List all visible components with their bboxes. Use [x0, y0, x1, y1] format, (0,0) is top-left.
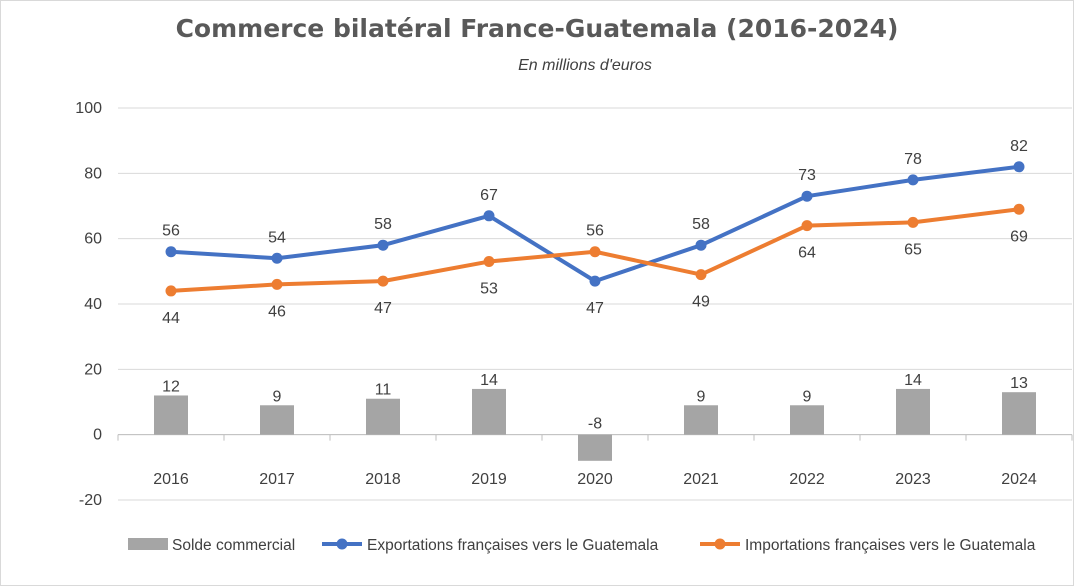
- x-tick-label-2020: 2020: [577, 471, 613, 488]
- point-exportations-2021: [695, 239, 707, 251]
- chart-title: Commerce bilatéral France-Guatemala (201…: [175, 14, 899, 43]
- point-exportations-2017: [271, 252, 283, 264]
- data-label-exportations: 58: [374, 216, 392, 233]
- point-exportations-2022: [801, 190, 813, 202]
- point-importations-2019: [483, 256, 495, 268]
- data-label-exportations: 54: [268, 229, 286, 246]
- bar-solde-2017: [260, 405, 294, 435]
- data-label-exportations: 82: [1010, 138, 1028, 155]
- point-importations-2016: [165, 285, 177, 297]
- data-label-solde: 9: [803, 388, 812, 405]
- y-tick-label: -20: [79, 492, 102, 509]
- data-label-exportations: 67: [480, 187, 498, 204]
- data-label-solde: 9: [273, 388, 282, 405]
- x-tick-label-2023: 2023: [895, 471, 931, 488]
- point-importations-2022: [801, 220, 813, 232]
- data-label-solde: -8: [588, 416, 602, 433]
- data-label-solde: 11: [375, 382, 392, 399]
- data-label-importations: 44: [162, 310, 180, 327]
- bar-solde-2019: [472, 388, 506, 435]
- data-label-importations: 65: [904, 241, 922, 258]
- x-tick-label-2017: 2017: [259, 471, 295, 488]
- legend-label-exportations: Exportations françaises vers le Guatemal…: [367, 537, 659, 554]
- point-importations-2017: [271, 278, 283, 290]
- chart-subtitle: En millions d'euros: [518, 57, 652, 74]
- data-label-solde: 13: [1010, 375, 1028, 392]
- x-tick-label-2019: 2019: [471, 471, 507, 488]
- point-exportations-2023: [907, 174, 919, 186]
- data-label-exportations: 58: [692, 216, 710, 233]
- data-label-exportations: 47: [586, 300, 604, 317]
- y-tick-label: 80: [84, 165, 102, 182]
- point-exportations-2020: [589, 275, 601, 287]
- data-label-importations: 69: [1010, 228, 1028, 245]
- data-label-exportations: 78: [904, 151, 922, 168]
- data-labels: 12 9 11 14 -8 9 9 14 13 56 44 54 46 58 47 67 53 47 56 58 49 7…: [162, 138, 1028, 433]
- x-tick-label-2021: 2021: [683, 471, 719, 488]
- y-tick-label: 40: [84, 296, 102, 313]
- y-tick-label: 20: [84, 361, 102, 378]
- data-label-exportations: 56: [162, 223, 180, 240]
- data-label-solde: 12: [162, 378, 180, 395]
- data-label-importations: 56: [586, 223, 604, 240]
- bar-solde-2020: [578, 434, 612, 461]
- point-exportations-2016: [165, 246, 177, 258]
- legend-swatch-marker: [336, 538, 348, 550]
- point-importations-2020: [589, 246, 601, 258]
- point-exportations-2019: [483, 210, 495, 222]
- point-importations-2018: [377, 275, 389, 287]
- legend-swatch-solde: [128, 538, 168, 550]
- point-exportations-2024: [1013, 161, 1025, 173]
- bar-solde-2022: [790, 405, 824, 435]
- point-importations-2024: [1013, 203, 1025, 215]
- bar-solde-2023: [896, 388, 930, 435]
- bar-solde-2016: [154, 395, 188, 435]
- bar-series-solde: [154, 388, 1036, 461]
- y-axis: -20 0 20 40 60 80 100: [75, 100, 102, 509]
- point-importations-2023: [907, 216, 919, 228]
- data-label-importations: 46: [268, 303, 286, 320]
- legend-label-importations: Importations françaises vers le Guatemal…: [745, 537, 1036, 554]
- y-tick-label: 100: [75, 100, 102, 117]
- legend-swatch-marker: [714, 538, 726, 550]
- data-label-solde: 14: [480, 372, 498, 389]
- x-tick-label-2016: 2016: [153, 471, 189, 488]
- legend-label-solde: Solde commercial: [172, 537, 295, 554]
- legend: Solde commercial Exportations françaises …: [128, 537, 1036, 554]
- line-series: [165, 161, 1025, 297]
- bar-solde-2018: [366, 398, 400, 435]
- x-tick-label-2024: 2024: [1001, 471, 1037, 488]
- point-exportations-2018: [377, 239, 389, 251]
- data-label-exportations: 73: [798, 167, 816, 184]
- y-tick-label: 60: [84, 231, 102, 248]
- data-label-importations: 49: [692, 294, 710, 311]
- point-importations-2021: [695, 269, 707, 281]
- x-tick-label-2018: 2018: [365, 471, 401, 488]
- bar-solde-2024: [1002, 392, 1036, 435]
- y-tick-label: 0: [93, 427, 102, 444]
- data-label-importations: 53: [480, 281, 498, 298]
- x-tick-label-2022: 2022: [789, 471, 825, 488]
- data-label-importations: 47: [374, 300, 392, 317]
- data-label-importations: 64: [798, 245, 816, 262]
- data-label-solde: 14: [904, 372, 922, 389]
- data-label-solde: 9: [697, 388, 706, 405]
- bar-solde-2021: [684, 405, 718, 435]
